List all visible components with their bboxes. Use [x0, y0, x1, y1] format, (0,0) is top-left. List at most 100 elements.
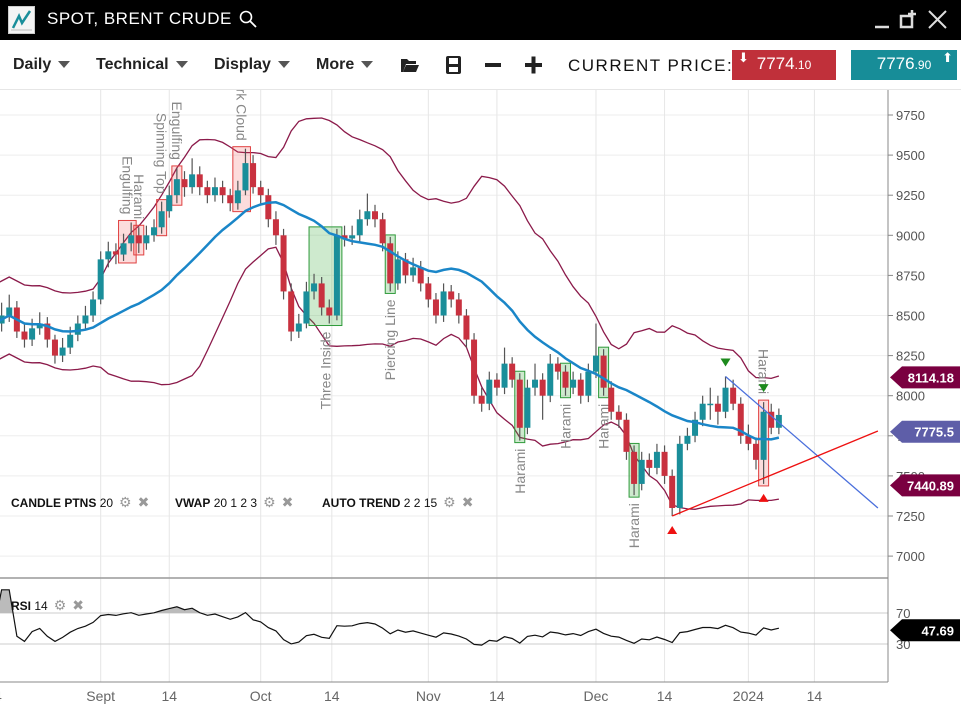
- signal-up-icon: [758, 493, 769, 502]
- legend-candle-patterns: CANDLE PTNS 20 ⚙ ✖: [11, 494, 149, 511]
- close-icon[interactable]: ✖: [137, 494, 150, 510]
- candle-body: [775, 414, 782, 428]
- menu-label: More: [316, 56, 355, 73]
- candle-body: [250, 163, 257, 188]
- gear-icon[interactable]: ⚙: [53, 597, 67, 613]
- candle-body: [509, 363, 516, 380]
- menu-display[interactable]: Display: [214, 56, 290, 74]
- candle-body: [303, 291, 310, 324]
- candle-body: [272, 219, 279, 236]
- candle-body: [265, 195, 272, 220]
- indicator-params: 2 2 15: [403, 496, 438, 510]
- candle-body: [554, 363, 561, 372]
- close-icon[interactable]: ✖: [72, 597, 85, 613]
- candle-body: [623, 419, 630, 452]
- candle-body: [707, 403, 714, 406]
- candle-body: [36, 323, 43, 329]
- candle-body: [592, 355, 599, 372]
- signal-down-icon: [758, 384, 769, 393]
- candle-body: [532, 379, 539, 388]
- candle-body: [326, 307, 333, 316]
- candle-body: [570, 379, 577, 388]
- pattern-label: Harami: [558, 404, 574, 449]
- pattern-label: Piercing Line: [382, 299, 398, 380]
- candle-body: [29, 328, 36, 340]
- candle-body: [356, 219, 363, 236]
- popout-icon[interactable]: [898, 8, 922, 32]
- bid-price-box[interactable]: ⬇ 7774.10: [732, 50, 836, 80]
- pattern-label: Three Inside: [317, 331, 333, 409]
- pattern-label: Harami: [626, 503, 642, 548]
- upper-band-tag-bg: [890, 366, 960, 389]
- menu-daily[interactable]: Daily: [13, 56, 71, 74]
- ask-price-decimals: .90: [914, 58, 932, 72]
- candle-body: [318, 283, 325, 308]
- candle-body: [90, 299, 97, 316]
- candle-body: [189, 174, 196, 188]
- candle-body: [692, 419, 699, 436]
- candle-body: [577, 379, 584, 396]
- candle-body: [524, 387, 531, 428]
- candle-body: [562, 371, 569, 388]
- zoom-in-icon[interactable]: [523, 54, 545, 76]
- legend-rsi: RSI 14 ⚙ ✖: [11, 597, 84, 614]
- candle-body: [44, 323, 51, 340]
- candle-body: [463, 315, 470, 340]
- x-tick-label: 14: [657, 688, 673, 704]
- zoom-out-icon[interactable]: [483, 54, 505, 76]
- candle-body: [333, 235, 340, 316]
- pattern-label: Engulfing: [119, 156, 135, 214]
- menu-label: Display: [214, 56, 271, 73]
- minimize-icon[interactable]: [872, 8, 896, 32]
- candle-body: [219, 187, 226, 196]
- indicator-params: 20 1 2 3: [213, 496, 258, 510]
- title-bar: SPOT, BRENT CRUDE: [0, 0, 961, 40]
- candle-body: [257, 187, 264, 196]
- rsi-line: [0, 589, 780, 646]
- candle-body: [128, 235, 135, 244]
- candle-body: [471, 339, 478, 396]
- y-tick-label: 8500: [896, 309, 925, 324]
- candle-body: [768, 411, 775, 428]
- pattern-label: Harami: [512, 449, 528, 494]
- search-icon[interactable]: [238, 9, 260, 31]
- folder-open-icon[interactable]: [399, 54, 421, 76]
- candle-body: [440, 291, 447, 316]
- candle-body: [486, 379, 493, 404]
- candle-body: [448, 291, 455, 300]
- candle-body: [112, 251, 119, 255]
- close-icon[interactable]: ✖: [281, 494, 294, 510]
- candle-body: [349, 235, 356, 239]
- price-chart[interactable]: 7000725075007750800082508500875090009250…: [0, 90, 961, 712]
- save-icon[interactable]: [443, 54, 465, 76]
- candle-body: [653, 451, 660, 468]
- candle-body: [59, 347, 66, 356]
- arrow-up-icon: ⬆: [942, 50, 953, 65]
- candle-body: [501, 363, 508, 388]
- y-tick-label: 7000: [896, 549, 925, 564]
- gear-icon[interactable]: ⚙: [443, 494, 456, 510]
- candle-body: [105, 251, 112, 260]
- gear-icon[interactable]: ⚙: [119, 494, 132, 510]
- toolbar: Daily Technical Display More CURRENT PRI…: [0, 40, 961, 90]
- indicator-name: VWAP: [175, 496, 211, 510]
- candle-body: [6, 307, 13, 316]
- pattern-label: Harami: [131, 174, 147, 219]
- menu-more[interactable]: More: [316, 56, 374, 74]
- candle-body: [135, 235, 142, 244]
- current-price-label: CURRENT PRICE:: [568, 56, 734, 75]
- x-tick-label: 14: [489, 688, 505, 704]
- close-icon[interactable]: ✖: [461, 494, 474, 510]
- close-icon[interactable]: [926, 8, 950, 32]
- candle-body: [151, 227, 158, 236]
- chart-logo-icon: [8, 6, 35, 34]
- candle-body: [631, 451, 638, 484]
- candle-body: [394, 259, 401, 284]
- menu-technical[interactable]: Technical: [96, 56, 188, 74]
- ask-price-box[interactable]: 7776.90 ⬆: [851, 50, 957, 80]
- pattern-label: Engulfing: [169, 102, 185, 160]
- gear-icon[interactable]: ⚙: [263, 494, 276, 510]
- y-tick-label: 8750: [896, 268, 925, 283]
- rsi-overbought-fill: [0, 589, 779, 613]
- candle-body: [547, 363, 554, 396]
